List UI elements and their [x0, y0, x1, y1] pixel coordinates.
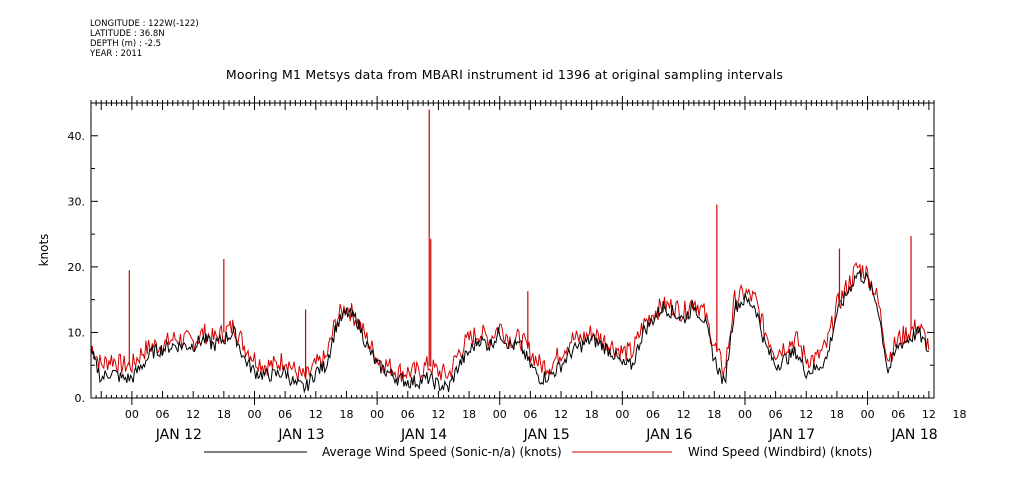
x-tick-label: 06	[891, 408, 905, 421]
axes: 0. 10. 20. 30. 40. 00 06 12 18 00 06 12 18 00 06 12 18 00…	[68, 96, 967, 443]
mooring-metadata: LONGITUDE : 122W(-122) LATITUDE : 36.8N …	[90, 19, 199, 59]
y-tick-label: 10.	[68, 326, 86, 339]
x-tick-label: 00	[493, 408, 507, 421]
x-tick-label: 06	[401, 408, 415, 421]
depth-label: DEPTH (m) : -2.5	[90, 39, 162, 49]
x-tick-label: 12	[677, 408, 691, 421]
plot-frame	[90, 102, 935, 399]
x-tick-label: 18	[707, 408, 721, 421]
x-tick-label: 00	[615, 408, 629, 421]
year-label: YEAR : 2011	[90, 49, 143, 59]
series-average-wind-speed	[90, 268, 930, 394]
y-tick-label: 40.	[68, 130, 86, 143]
x-tick-label: 06	[769, 408, 783, 421]
x-tick-label: 06	[523, 408, 537, 421]
day-label: JAN 15	[523, 427, 570, 443]
day-label: JAN 12	[155, 427, 202, 443]
chart-title: Mooring M1 Metsys data from MBARI instru…	[225, 67, 784, 82]
x-tick-label: 00	[738, 408, 752, 421]
longitude-label: LONGITUDE : 122W(-122)	[90, 19, 199, 29]
legend-label-average-wind-speed: Average Wind Speed (Sonic-n/a) (knots)	[322, 445, 562, 459]
y-tick-label: 20.	[68, 261, 86, 274]
x-tick-label: 12	[431, 408, 445, 421]
x-tick-label: 18	[217, 408, 231, 421]
x-tick-label: 00	[861, 408, 875, 421]
x-tick-label: 12	[309, 408, 323, 421]
day-label: JAN 14	[400, 427, 447, 443]
series-wind-speed-windbird	[90, 261, 930, 382]
x-tick-label: 06	[646, 408, 660, 421]
x-tick-label: 12	[186, 408, 200, 421]
legend-label-wind-speed-windbird: Wind Speed (Windbird) (knots)	[688, 445, 872, 459]
x-tick-label: 18	[830, 408, 844, 421]
day-label: JAN 17	[768, 427, 815, 443]
latitude-label: LATITUDE : 36.8N	[90, 29, 165, 39]
day-label: JAN 13	[277, 427, 324, 443]
y-axis-label: knots	[37, 234, 51, 267]
x-tick-label: 12	[799, 408, 813, 421]
x-tick-label: 18	[339, 408, 353, 421]
x-tick-label: 06	[156, 408, 170, 421]
legend: Average Wind Speed (Sonic-n/a) (knots) W…	[204, 445, 872, 459]
series-layer	[90, 109, 930, 394]
x-tick-label: 18	[462, 408, 476, 421]
day-label: JAN 18	[890, 427, 937, 443]
x-tick-label: 12	[922, 408, 936, 421]
x-tick-label: 00	[125, 408, 139, 421]
y-tick-label: 30.	[68, 195, 86, 208]
y-tick-label: 0.	[75, 392, 86, 405]
x-tick-label: 12	[554, 408, 568, 421]
x-tick-label: 18	[953, 408, 967, 421]
x-tick-label: 00	[247, 408, 261, 421]
x-tick-label: 06	[278, 408, 292, 421]
x-tick-label: 18	[585, 408, 599, 421]
day-label: JAN 16	[645, 427, 692, 443]
x-tick-label: 00	[370, 408, 384, 421]
